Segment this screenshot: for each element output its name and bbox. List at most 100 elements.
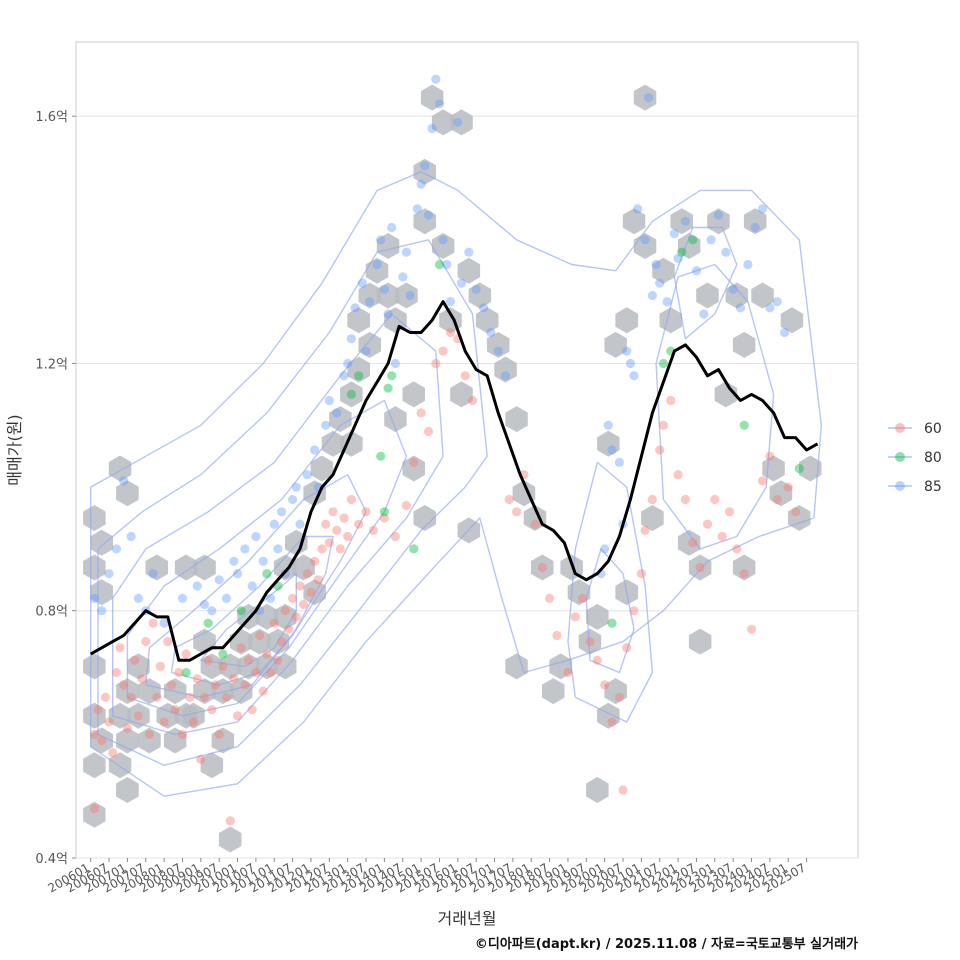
point-60 <box>306 587 316 597</box>
point-80 <box>688 235 698 245</box>
hex-bin <box>108 455 132 482</box>
point-85 <box>673 253 683 263</box>
hex-bin <box>743 208 767 235</box>
hex-bin <box>193 678 216 705</box>
point-60 <box>607 717 617 727</box>
point-60 <box>137 674 147 684</box>
point-60 <box>277 637 287 647</box>
point-60 <box>324 538 334 548</box>
point-85 <box>229 556 239 566</box>
point-60 <box>339 513 349 523</box>
hex-bin <box>505 653 528 680</box>
point-60 <box>379 513 389 523</box>
point-60 <box>262 649 272 659</box>
point-80 <box>739 420 749 430</box>
hex-bin <box>670 208 693 235</box>
y-tick-label: 0.8억 <box>35 605 68 620</box>
point-60 <box>530 519 540 529</box>
point-60 <box>622 643 632 653</box>
point-85 <box>221 593 232 604</box>
hex-bin <box>292 554 315 581</box>
density-contour <box>585 548 635 674</box>
hex-bin <box>321 430 345 457</box>
point-60 <box>174 667 184 678</box>
point-85 <box>398 272 408 282</box>
point-60 <box>288 593 298 604</box>
point-80 <box>346 389 356 399</box>
hex-bin <box>578 628 602 655</box>
hex-bin <box>116 727 139 754</box>
hex-bin <box>90 529 113 556</box>
hex-bin <box>340 381 363 408</box>
hex-bin <box>90 579 113 606</box>
density-contour <box>567 461 654 723</box>
point-60 <box>100 692 110 702</box>
point-85 <box>640 235 650 245</box>
point-85 <box>372 259 382 270</box>
hex-bin <box>542 678 565 705</box>
point-85 <box>750 222 760 233</box>
point-60 <box>765 451 775 461</box>
hex-bin <box>310 455 334 482</box>
hex-bin <box>274 653 297 680</box>
point-85 <box>214 575 224 585</box>
hex-bin <box>677 529 701 556</box>
point-60 <box>218 661 228 672</box>
hex-bin <box>486 331 510 358</box>
hex-bin <box>450 381 473 408</box>
hex-bin <box>413 505 436 531</box>
point-60 <box>739 569 749 579</box>
point-85 <box>442 259 452 270</box>
point-60 <box>431 358 441 369</box>
hex-bin <box>200 653 224 680</box>
point-85 <box>680 216 691 226</box>
point-60 <box>791 507 801 517</box>
hex-bin <box>218 653 242 680</box>
point-80 <box>218 649 228 659</box>
point-60 <box>732 544 742 554</box>
point-80 <box>203 618 213 628</box>
point-80 <box>376 451 386 461</box>
hex-bin <box>138 678 161 705</box>
point-85 <box>662 297 672 307</box>
point-85 <box>438 235 448 245</box>
point-60 <box>629 606 639 616</box>
point-85 <box>277 507 287 517</box>
point-85 <box>699 309 709 319</box>
point-60 <box>122 723 132 733</box>
point-85 <box>427 123 437 134</box>
hex-bin <box>285 529 308 556</box>
hex-bin <box>732 554 756 581</box>
point-60 <box>746 624 757 634</box>
point-60 <box>126 692 136 702</box>
y-tick-label: 0.4억 <box>35 852 68 867</box>
point-60 <box>244 655 254 665</box>
point-85 <box>713 210 724 220</box>
point-85 <box>464 247 474 257</box>
point-60 <box>141 637 151 647</box>
point-60 <box>221 692 232 702</box>
point-85 <box>343 358 353 369</box>
point-85 <box>772 297 782 307</box>
point-85 <box>232 569 243 579</box>
point-60 <box>284 624 294 634</box>
point-60 <box>423 426 434 437</box>
legend-label-80: 80 <box>924 450 942 466</box>
legend: 60 80 85 <box>888 421 942 495</box>
hex-bin <box>531 554 554 581</box>
point-60 <box>291 612 301 622</box>
hex-bin <box>83 752 106 779</box>
point-85 <box>607 445 617 455</box>
point-60 <box>266 667 276 678</box>
point-80 <box>409 544 419 554</box>
point-85 <box>266 593 276 604</box>
point-60 <box>585 637 595 647</box>
legend-label-85: 85 <box>924 479 942 495</box>
point-85 <box>383 309 393 319</box>
point-85 <box>622 346 632 356</box>
point-60 <box>702 519 713 529</box>
hex-bin <box>358 282 381 309</box>
hex-bin <box>597 702 620 729</box>
point-60 <box>321 519 331 529</box>
density-contour-layer <box>89 171 822 797</box>
